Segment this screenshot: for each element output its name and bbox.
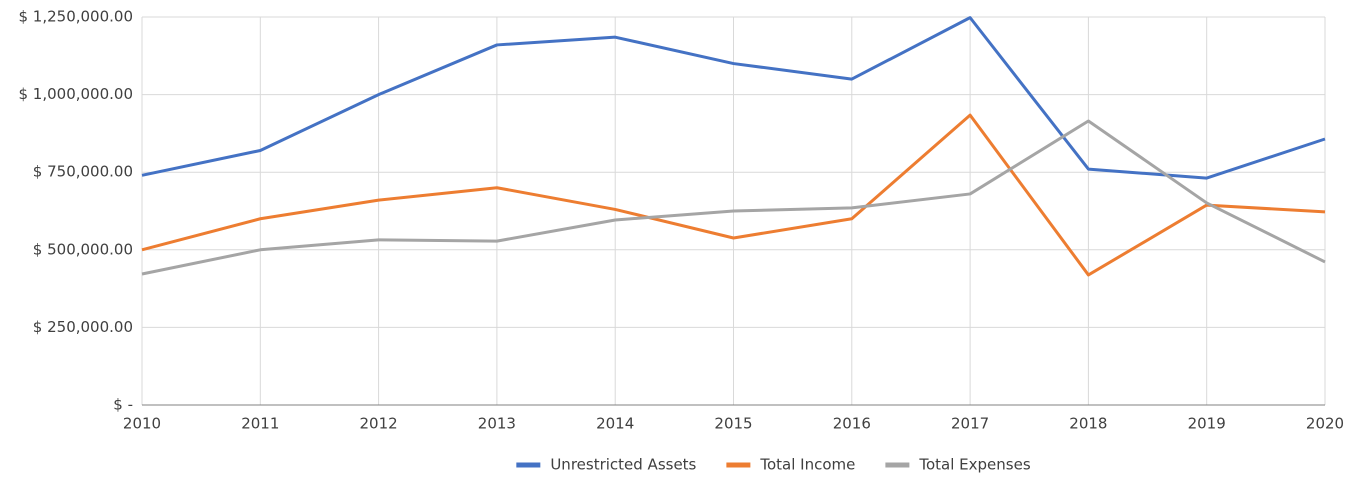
series-line bbox=[141, 113, 1326, 277]
x-tick-label: 2016 bbox=[833, 415, 871, 433]
y-tick-label: $ - bbox=[113, 396, 133, 414]
x-tick-label: 2011 bbox=[241, 415, 279, 433]
x-tick-label: 2020 bbox=[1306, 415, 1344, 433]
legend-label: Unrestricted Assets bbox=[550, 456, 696, 474]
x-tick-label: 2019 bbox=[1188, 415, 1226, 433]
y-tick-label: $ 1,000,000.00 bbox=[18, 85, 133, 103]
y-tick-label: $ 1,250,000.00 bbox=[18, 8, 133, 26]
x-tick-label: 2014 bbox=[596, 415, 634, 433]
y-tick-label: $ 250,000.00 bbox=[33, 318, 133, 336]
x-tick-label: 2015 bbox=[714, 415, 752, 433]
x-tick-label: 2013 bbox=[478, 415, 516, 433]
legend-label: Total Expenses bbox=[918, 456, 1030, 474]
series-line bbox=[141, 119, 1326, 276]
x-tick-label: 2012 bbox=[360, 415, 398, 433]
legend-label: Total Income bbox=[759, 456, 855, 474]
x-tick-label: 2017 bbox=[951, 415, 989, 433]
y-tick-label: $ 750,000.00 bbox=[33, 163, 133, 181]
y-tick-label: $ 500,000.00 bbox=[33, 240, 133, 258]
x-tick-label: 2018 bbox=[1069, 415, 1107, 433]
series-line bbox=[141, 16, 1326, 180]
x-tick-label: 2010 bbox=[123, 415, 161, 433]
